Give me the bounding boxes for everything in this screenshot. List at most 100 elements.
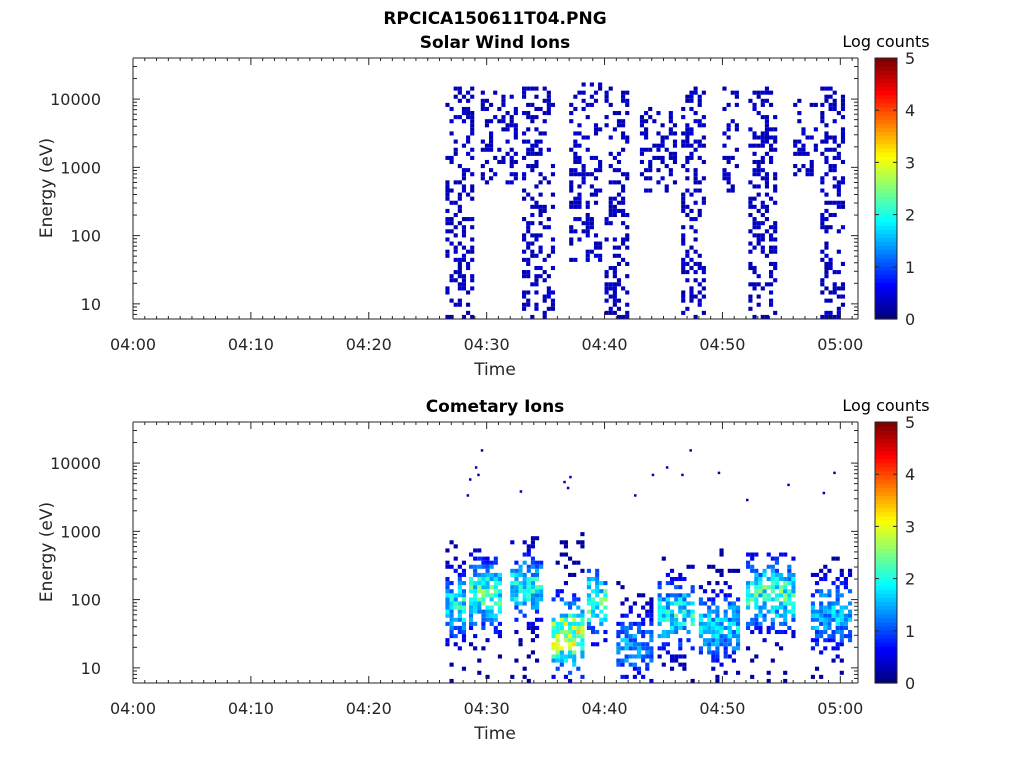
colorbar-step	[875, 310, 897, 316]
heatmap-cell	[581, 180, 586, 185]
heatmap-cell	[752, 233, 757, 238]
heatmap-cell	[526, 225, 531, 230]
heatmap-cell	[711, 609, 716, 614]
heatmap-cell	[715, 654, 720, 659]
heatmap-cell	[770, 658, 775, 663]
heatmap-cell	[603, 589, 608, 594]
heatmap-cell	[836, 286, 841, 291]
colorbar-step	[875, 290, 897, 296]
heatmap-cell	[449, 593, 454, 598]
heatmap-cell	[580, 625, 585, 630]
heatmap-cell	[449, 188, 454, 193]
heatmap-cell	[661, 642, 666, 647]
heatmap-cell	[760, 237, 765, 242]
heatmap-cell	[734, 147, 739, 152]
heatmap-cell	[689, 265, 694, 271]
heatmap-cell	[522, 155, 527, 160]
heatmap-cell	[656, 147, 661, 152]
heatmap-cell	[485, 572, 490, 577]
heatmap-cell	[461, 94, 467, 99]
heatmap-cell	[489, 597, 494, 602]
x-tick-label: 05:00	[817, 699, 863, 718]
colorbar-step	[875, 270, 897, 275]
heatmap-cell	[779, 646, 784, 651]
solar-wind-plot-area: 04:00 04:10 04:20 04:30 04:40 04:50 05:0010100…	[50, 57, 863, 354]
heatmap-cell	[485, 674, 490, 679]
heatmap-cell	[689, 131, 694, 136]
heatmap-cell	[477, 548, 482, 553]
heatmap-cell	[681, 261, 686, 266]
heatmap-cell	[814, 609, 820, 614]
heatmap-cell	[693, 147, 698, 152]
heatmap-cell	[453, 86, 458, 91]
heatmap-cell	[678, 576, 683, 582]
heatmap-cell	[514, 585, 519, 590]
heatmap-cell	[764, 253, 769, 258]
heatmap-cell	[726, 123, 731, 128]
heatmap-cell	[762, 605, 767, 610]
heatmap-cell	[797, 98, 802, 103]
heatmap-cell	[534, 609, 540, 614]
heatmap-cell	[752, 314, 757, 319]
heatmap-cell	[681, 241, 686, 246]
heatmap-cell	[810, 625, 815, 630]
heatmap-cell	[530, 597, 535, 602]
heatmap-cell	[461, 634, 467, 639]
heatmap-cell	[760, 204, 765, 209]
heatmap-cell	[660, 176, 665, 181]
heatmap-cell	[711, 658, 716, 663]
heatmap-cell	[764, 314, 769, 319]
colorbar-step	[875, 208, 897, 214]
heatmap-cell	[581, 98, 586, 103]
heatmap-cell	[727, 617, 732, 622]
heatmap-cell	[726, 127, 731, 132]
heatmap-cell	[526, 245, 531, 250]
heatmap-cell	[764, 151, 769, 156]
heatmap-cell	[669, 629, 675, 635]
heatmap-cell	[701, 176, 706, 181]
heatmap-cell	[819, 650, 824, 655]
heatmap-cell	[764, 204, 769, 209]
heatmap-cell	[481, 572, 486, 577]
heatmap-cell	[620, 674, 625, 679]
heatmap-cell	[477, 601, 482, 606]
heatmap-cell	[693, 176, 698, 181]
heatmap-cell	[632, 654, 637, 659]
heatmap-cell	[810, 572, 815, 577]
heatmap-cell	[477, 609, 482, 614]
colorbar-step	[875, 511, 897, 517]
heatmap-cell	[576, 625, 581, 630]
colorbar-step	[875, 111, 897, 116]
heatmap-cell	[468, 581, 474, 586]
heatmap-cell	[730, 184, 735, 189]
heatmap-cell	[711, 564, 716, 569]
heatmap-cell	[497, 597, 502, 602]
heatmap-cell	[580, 646, 585, 651]
heatmap-cell	[457, 576, 462, 582]
heatmap-cell	[497, 654, 502, 659]
heatmap-cell	[773, 229, 778, 234]
heatmap-cell	[604, 270, 609, 275]
heatmap-cell	[468, 564, 474, 569]
heatmap-cell	[682, 609, 687, 614]
heatmap-cell	[819, 621, 824, 626]
heatmap-cell	[636, 613, 642, 618]
heatmap-cell	[820, 225, 825, 230]
heatmap-cell	[604, 286, 609, 291]
heatmap-cell	[526, 302, 531, 307]
heatmap-cell	[819, 589, 824, 594]
heatmap-cell	[616, 658, 621, 663]
heatmap-cell	[449, 241, 454, 246]
heatmap-cell	[493, 629, 498, 635]
heatmap-cell	[707, 564, 712, 569]
heatmap-cell	[824, 123, 829, 128]
heatmap-cell	[678, 646, 683, 651]
heatmap-cell	[783, 581, 788, 586]
heatmap-cell	[493, 90, 498, 95]
heatmap-cell	[621, 184, 626, 189]
heatmap-cell	[485, 568, 490, 573]
heatmap-cell	[445, 229, 450, 234]
heatmap-cell	[485, 556, 490, 561]
heatmap-cell	[644, 147, 649, 152]
heatmap-cell	[697, 282, 702, 287]
